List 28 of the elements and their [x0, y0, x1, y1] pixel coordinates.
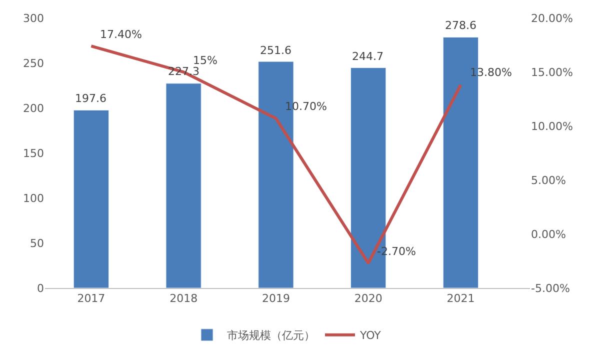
y-tick-label: 300	[23, 12, 44, 25]
x-tick-label: 2017	[77, 292, 106, 306]
y-tick-label: 100	[23, 192, 44, 205]
legend-label: YOY	[359, 329, 382, 342]
data-label: 278.6	[445, 19, 476, 32]
y2-tick-label: -5.00%	[531, 282, 570, 295]
x-tick-label: 2020	[354, 292, 382, 306]
x-tick-label: 2021	[446, 292, 475, 306]
data-label: 17.40%	[100, 28, 142, 41]
x-tick-label: 2018	[170, 292, 198, 306]
data-label: 244.7	[352, 50, 384, 63]
y2-tick-label: 15.00%	[531, 66, 573, 79]
y2-tick-label: 5.00%	[531, 174, 566, 187]
y-tick-label: 50	[30, 236, 44, 250]
y2-tick-label: 0.00%	[531, 228, 566, 241]
y-tick-label: 0	[37, 282, 44, 295]
data-label: 197.6	[75, 92, 106, 105]
bar	[166, 83, 202, 288]
data-label: 251.6	[260, 44, 292, 57]
bar	[73, 110, 109, 288]
y-tick-label: 150	[23, 146, 44, 160]
y-tick-label: 200	[23, 102, 44, 115]
legend-label: 市场规模（亿元）	[227, 329, 315, 342]
x-tick-label: 2019	[262, 292, 290, 306]
y-tick-label: 250	[23, 56, 44, 70]
y2-tick-label: 10.00%	[531, 120, 573, 133]
data-label: 15%	[193, 54, 218, 67]
y2-tick-label: 20.00%	[531, 12, 573, 25]
